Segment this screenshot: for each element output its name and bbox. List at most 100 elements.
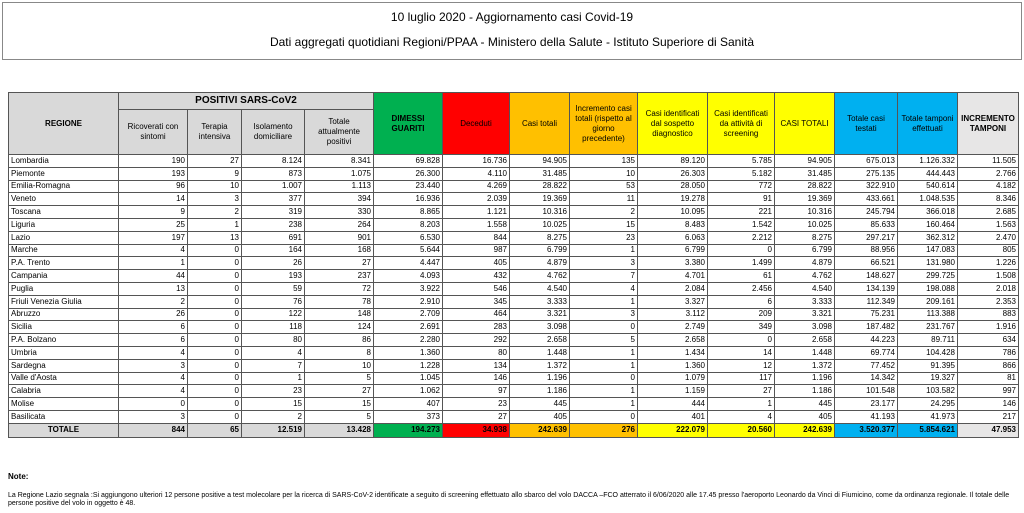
cell: 197	[118, 230, 188, 245]
cell: 4.540	[774, 281, 835, 296]
table-row: Friuli Venezia Giulia 2 0 76 78 2.910 345 3.333…	[8, 294, 1019, 309]
column-header: Terapia intensiva	[187, 109, 242, 155]
cell: 2.353	[957, 294, 1019, 309]
total-cell: 222.079	[637, 422, 708, 438]
cell: 2	[187, 205, 242, 219]
cell: 1.121	[442, 205, 510, 219]
cell: Marche	[8, 243, 119, 258]
cell: 1.916	[957, 320, 1019, 335]
cell: 1.196	[774, 371, 835, 386]
cell: 401	[637, 409, 708, 424]
cell: 444	[637, 397, 708, 411]
column-header: Casi totali	[509, 92, 570, 155]
cell: 2.280	[373, 333, 443, 347]
column-header: Totale attualmente positivi	[304, 109, 374, 155]
cell: 1	[569, 384, 638, 399]
cell: 1	[187, 217, 242, 232]
cell: 59	[241, 281, 305, 296]
cell: 1.542	[707, 217, 775, 232]
cell: 0	[187, 358, 242, 373]
cell: Toscana	[8, 205, 119, 219]
cell: 3	[569, 256, 638, 271]
cell: 148.627	[834, 269, 898, 283]
total-cell: 20.560	[707, 422, 775, 438]
cell: 1.372	[509, 358, 570, 373]
cell: 6	[707, 294, 775, 309]
cell: 1.048.535	[897, 192, 958, 207]
cell: 76	[241, 294, 305, 309]
cell: 6.530	[373, 230, 443, 245]
cell: 3.098	[509, 320, 570, 335]
cell: 362.312	[897, 230, 958, 245]
cell: 0	[707, 333, 775, 347]
cell: 4	[118, 243, 188, 258]
cell: 0	[187, 397, 242, 411]
cell: 94.905	[509, 154, 570, 168]
cell: 187.482	[834, 320, 898, 335]
cell: 283	[442, 320, 510, 335]
cell: Emilia-Romagna	[8, 179, 119, 194]
cell: 3.321	[774, 307, 835, 322]
cell: 1	[569, 294, 638, 309]
cell: 112.349	[834, 294, 898, 309]
cell: 464	[442, 307, 510, 322]
table-row: Lombardia 190 27 8.124 8.341 69.828 16.736 94.9…	[8, 154, 1019, 168]
cell: 1.228	[373, 358, 443, 373]
cell: 772	[707, 179, 775, 194]
cell: 2.212	[707, 230, 775, 245]
cell: 0	[707, 243, 775, 258]
cell: 1.499	[707, 256, 775, 271]
cell: 2.709	[373, 307, 443, 322]
cell: 41.973	[897, 409, 958, 424]
cell: 146	[957, 397, 1019, 411]
cell: 3.327	[637, 294, 708, 309]
column-header: INCREMENTO TAMPONI	[957, 92, 1019, 155]
cell: 292	[442, 333, 510, 347]
cell: 8.275	[774, 230, 835, 245]
cell: 3.922	[373, 281, 443, 296]
total-cell: 65	[187, 422, 242, 438]
cell: 4.701	[637, 269, 708, 283]
cell: 168	[304, 243, 374, 258]
cell: 4.182	[957, 179, 1019, 194]
table-row: Valle d'Aosta 4 0 1 5 1.045 146 1.196 0 1.079 117 1…	[8, 371, 1019, 386]
cell: 373	[373, 409, 443, 424]
cell: 31.485	[509, 166, 570, 181]
cell: 2	[118, 294, 188, 309]
cell: 91.395	[897, 358, 958, 373]
cell: 72	[304, 281, 374, 296]
cell: Basilicata	[8, 409, 119, 424]
cell: 8.203	[373, 217, 443, 232]
cell: 10.025	[774, 217, 835, 232]
cell: 190	[118, 154, 188, 168]
cell: 24.295	[897, 397, 958, 411]
cell: 405	[774, 409, 835, 424]
cell: 8	[304, 345, 374, 360]
cell: 1.196	[509, 371, 570, 386]
cell: Liguria	[8, 217, 119, 232]
cell: 209	[707, 307, 775, 322]
cell: 4	[118, 345, 188, 360]
cell: 432	[442, 269, 510, 283]
cell: 2.658	[509, 333, 570, 347]
cell: 377	[241, 192, 305, 207]
cell: 13	[187, 230, 242, 245]
cell: 1.079	[637, 371, 708, 386]
cell: 103.582	[897, 384, 958, 399]
cell: 3.098	[774, 320, 835, 335]
column-header: Isolamento domiciliare	[241, 109, 305, 155]
cell: 445	[509, 397, 570, 411]
cell: 23	[442, 397, 510, 411]
cell: 94.905	[774, 154, 835, 168]
cell: 147.083	[897, 243, 958, 258]
cell: 4.093	[373, 269, 443, 283]
cell: 135	[569, 154, 638, 168]
cell: 349	[707, 320, 775, 335]
cell: 19.327	[897, 371, 958, 386]
cell: 2.685	[957, 205, 1019, 219]
cell: 0	[118, 397, 188, 411]
cell: 28.050	[637, 179, 708, 194]
cell: 0	[187, 320, 242, 335]
cell: 88.956	[834, 243, 898, 258]
cell: 345	[442, 294, 510, 309]
